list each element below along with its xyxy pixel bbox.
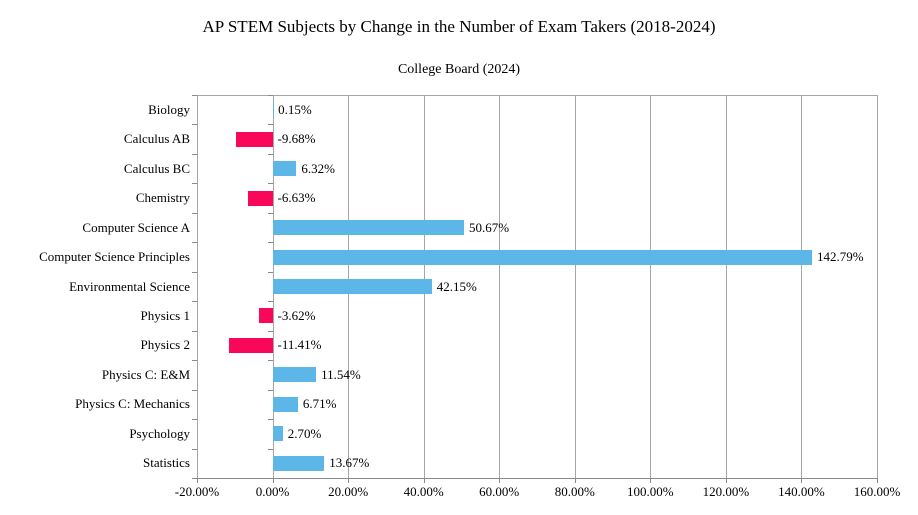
category-axis-tick	[192, 389, 197, 391]
category-axis-tick	[267, 271, 273, 273]
category-axis-tick	[192, 360, 197, 362]
category-label: Physics C: E&M	[101, 366, 190, 382]
bar	[247, 190, 273, 206]
x-axis-tick	[197, 478, 198, 483]
category-axis-tick	[267, 95, 273, 96]
category-axis-tick	[267, 212, 273, 214]
category-axis-tick	[267, 448, 273, 450]
value-label: -9.68%	[277, 131, 316, 147]
category-axis-tick	[192, 124, 197, 126]
chart-subtitle: College Board (2024)	[397, 62, 521, 77]
gridline	[877, 95, 878, 478]
value-label: 6.32%	[301, 160, 336, 176]
category-label: Calculus AB	[123, 131, 190, 147]
chart-title: AP STEM Subjects by Change in the Number…	[202, 17, 716, 36]
gridline	[197, 95, 198, 478]
category-label: Biology	[148, 101, 190, 117]
value-label: -6.63%	[277, 190, 316, 206]
value-label: 142.79%	[816, 249, 864, 265]
value-label: 11.54%	[321, 366, 361, 382]
category-axis-tick	[267, 183, 273, 185]
gridline	[499, 95, 501, 478]
value-label: 42.15%	[436, 278, 477, 294]
x-tick-label: 140.00%	[778, 484, 825, 499]
category-axis-tick	[192, 448, 197, 450]
bar	[272, 367, 317, 383]
category-label: Physics 2	[140, 337, 190, 353]
x-tick-label: 100.00%	[627, 484, 674, 499]
x-tick-label: 20.00%	[328, 484, 369, 499]
x-axis-tick	[423, 478, 425, 483]
bar	[272, 161, 297, 177]
value-label: 13.67%	[329, 455, 370, 471]
bar	[272, 279, 432, 294]
value-label: 50.67%	[468, 219, 510, 235]
category-axis-tick	[267, 124, 273, 126]
category-axis-tick	[267, 389, 273, 391]
x-tick-label: -20.00%	[174, 484, 220, 499]
x-tick-label: 120.00%	[702, 484, 750, 499]
category-axis-tick	[192, 212, 197, 214]
bar	[272, 220, 464, 236]
value-label: -11.41%	[277, 337, 322, 353]
gridline	[574, 95, 576, 478]
bar	[229, 337, 273, 353]
bar	[235, 131, 273, 147]
x-axis-tick	[801, 478, 803, 483]
category-axis-tick	[192, 478, 197, 479]
category-label: Chemistry	[135, 190, 190, 206]
gridline	[650, 95, 652, 478]
category-axis-tick	[267, 419, 273, 421]
x-tick-label: 80.00%	[554, 484, 595, 499]
x-axis-tick	[650, 478, 652, 483]
plot-top-border	[197, 95, 878, 96]
x-axis-line	[197, 478, 878, 479]
category-axis-tick	[267, 478, 273, 479]
category-axis-tick	[267, 153, 273, 155]
bar	[272, 426, 283, 442]
x-tick-label: 60.00%	[479, 484, 520, 499]
bar	[272, 396, 298, 412]
category-label: Computer Science Principles	[39, 249, 190, 265]
category-label: Calculus BC	[123, 160, 190, 176]
category-label: Psychology	[129, 425, 190, 441]
category-axis-tick	[192, 183, 197, 185]
x-axis-tick	[574, 478, 576, 483]
category-axis-tick	[192, 301, 197, 303]
x-axis-tick	[499, 478, 501, 483]
category-axis-tick	[267, 301, 273, 303]
category-label: Computer Science A	[82, 219, 190, 235]
value-label: -3.62%	[277, 307, 316, 323]
x-tick-label: 40.00%	[403, 484, 444, 499]
x-axis-tick	[348, 478, 350, 483]
category-axis-tick	[192, 419, 197, 421]
category-label: Environmental Science	[69, 278, 190, 294]
category-axis-tick	[192, 330, 197, 332]
bar	[258, 308, 273, 324]
value-label: 6.71%	[302, 396, 337, 412]
x-tick-label: 0.00%	[255, 484, 290, 499]
x-axis-tick	[272, 478, 274, 483]
category-axis-tick	[267, 330, 273, 332]
category-axis-tick	[192, 271, 197, 273]
gridline	[801, 95, 803, 478]
category-axis-tick	[267, 360, 273, 362]
bar	[272, 102, 274, 118]
category-axis-tick	[267, 242, 273, 244]
category-axis-tick	[192, 242, 197, 244]
x-tick-label: 160.00%	[853, 484, 901, 499]
category-axis-tick	[192, 95, 197, 96]
category-label: Physics 1	[140, 307, 190, 323]
x-axis-tick	[725, 478, 727, 483]
category-label: Physics C: Mechanics	[75, 396, 190, 412]
value-label: 0.15%	[278, 101, 312, 117]
bar	[272, 455, 325, 471]
category-axis-tick	[192, 153, 197, 155]
category-label: Statistics	[143, 455, 190, 471]
gridline	[725, 95, 727, 478]
bar	[272, 249, 812, 265]
value-label: 2.70%	[287, 425, 322, 441]
x-axis-tick	[877, 478, 878, 483]
